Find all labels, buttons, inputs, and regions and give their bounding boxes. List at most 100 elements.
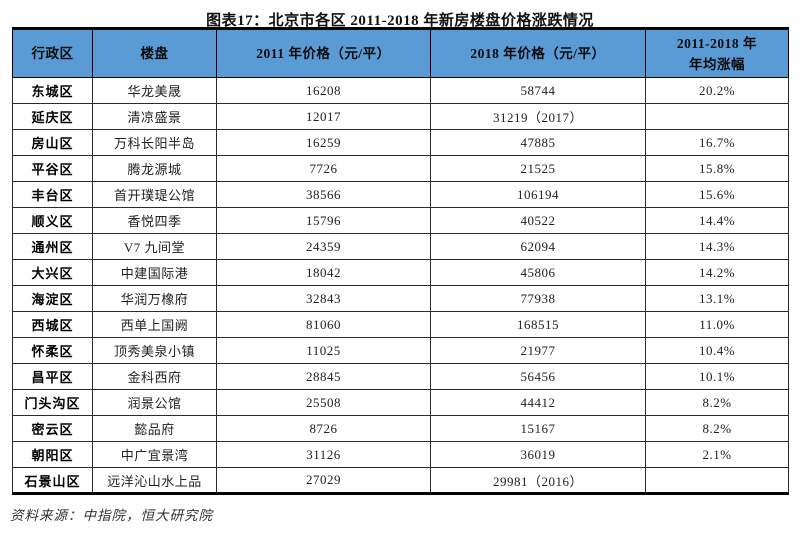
cell-growth: 14.4% [645, 207, 789, 234]
cell-growth [645, 467, 789, 494]
header-row: 行政区 楼盘 2011 年价格（元/平） 2018 年价格（元/平） 2011-… [12, 28, 789, 78]
cell-district: 海淀区 [12, 285, 93, 312]
cell-district: 顺义区 [12, 207, 93, 234]
cell-price-2018: 40522 [430, 207, 646, 234]
cell-price-2018: 21977 [430, 337, 646, 364]
header-growth: 2011-2018 年 年均涨幅 [645, 28, 789, 78]
cell-district: 朝阳区 [12, 441, 93, 468]
table-header: 行政区 楼盘 2011 年价格（元/平） 2018 年价格（元/平） 2011-… [12, 28, 789, 78]
table-row: 延庆区 清凉盛景 12017 31219（2017） [12, 103, 789, 130]
cell-price-2011: 31126 [216, 441, 431, 468]
cell-price-2011: 24359 [216, 233, 431, 260]
cell-district: 通州区 [12, 233, 93, 260]
cell-project: 华润万橡府 [92, 285, 217, 312]
cell-project: 清凉盛景 [92, 103, 217, 130]
table-row: 东城区 华龙美晟 16208 58744 20.2% [12, 77, 789, 104]
cell-project: V7 九间堂 [92, 233, 217, 260]
cell-district: 房山区 [12, 129, 93, 156]
cell-growth: 10.4% [645, 337, 789, 364]
cell-growth: 10.1% [645, 363, 789, 390]
cell-project: 首开璞瑅公馆 [92, 181, 217, 208]
cell-district: 西城区 [12, 311, 93, 338]
cell-project: 香悦四季 [92, 207, 217, 234]
cell-growth: 2.1% [645, 441, 789, 468]
price-table: 行政区 楼盘 2011 年价格（元/平） 2018 年价格（元/平） 2011-… [12, 27, 789, 495]
cell-price-2011: 27029 [216, 467, 431, 494]
table-row: 朝阳区 中广宜景湾 31126 36019 2.1% [12, 441, 789, 468]
cell-growth: 14.2% [645, 259, 789, 286]
cell-district: 昌平区 [12, 363, 93, 390]
cell-growth: 16.7% [645, 129, 789, 156]
cell-price-2018: 29981（2016） [430, 467, 646, 494]
cell-growth: 15.8% [645, 155, 789, 182]
cell-growth: 11.0% [645, 311, 789, 338]
cell-price-2011: 7726 [216, 155, 431, 182]
cell-price-2018: 47885 [430, 129, 646, 156]
cell-district: 怀柔区 [12, 337, 93, 364]
cell-price-2011: 32843 [216, 285, 431, 312]
cell-price-2011: 8726 [216, 415, 431, 442]
table-row: 通州区 V7 九间堂 24359 62094 14.3% [12, 233, 789, 260]
cell-growth: 15.6% [645, 181, 789, 208]
cell-project: 西单上国阙 [92, 311, 217, 338]
cell-district: 东城区 [12, 77, 93, 104]
cell-price-2011: 25508 [216, 389, 431, 416]
cell-district: 密云区 [12, 415, 93, 442]
cell-price-2011: 18042 [216, 259, 431, 286]
cell-district: 平谷区 [12, 155, 93, 182]
header-price-2018: 2018 年价格（元/平） [430, 28, 646, 78]
cell-price-2018: 45806 [430, 259, 646, 286]
cell-district: 延庆区 [12, 103, 93, 130]
cell-price-2018: 77938 [430, 285, 646, 312]
cell-growth [645, 103, 789, 130]
cell-project: 腾龙源城 [92, 155, 217, 182]
header-district: 行政区 [12, 28, 93, 78]
cell-price-2018: 21525 [430, 155, 646, 182]
header-growth-line2: 年均涨幅 [689, 56, 745, 72]
cell-price-2011: 15796 [216, 207, 431, 234]
cell-project: 顶秀美泉小镇 [92, 337, 217, 364]
cell-project: 中建国际港 [92, 259, 217, 286]
cell-price-2011: 38566 [216, 181, 431, 208]
cell-price-2018: 106194 [430, 181, 646, 208]
header-project: 楼盘 [92, 28, 217, 78]
cell-growth: 8.2% [645, 415, 789, 442]
cell-price-2011: 28845 [216, 363, 431, 390]
cell-price-2011: 12017 [216, 103, 431, 130]
cell-price-2018: 56456 [430, 363, 646, 390]
cell-district: 丰台区 [12, 181, 93, 208]
cell-growth: 14.3% [645, 233, 789, 260]
table-row: 海淀区 华润万橡府 32843 77938 13.1% [12, 285, 789, 312]
cell-price-2018: 36019 [430, 441, 646, 468]
cell-district: 门头沟区 [12, 389, 93, 416]
header-growth-line1: 2011-2018 年 [676, 35, 758, 51]
cell-project: 懿品府 [92, 415, 217, 442]
cell-growth: 20.2% [645, 77, 789, 104]
cell-project: 中广宜景湾 [92, 441, 217, 468]
table-row: 房山区 万科长阳半岛 16259 47885 16.7% [12, 129, 789, 156]
table-row: 平谷区 腾龙源城 7726 21525 15.8% [12, 155, 789, 182]
table-row: 西城区 西单上国阙 81060 168515 11.0% [12, 311, 789, 338]
cell-price-2011: 16259 [216, 129, 431, 156]
cell-price-2018: 58744 [430, 77, 646, 104]
cell-growth: 8.2% [645, 389, 789, 416]
cell-district: 大兴区 [12, 259, 93, 286]
header-price-2011: 2011 年价格（元/平） [216, 28, 431, 78]
cell-growth: 13.1% [645, 285, 789, 312]
table-row: 怀柔区 顶秀美泉小镇 11025 21977 10.4% [12, 337, 789, 364]
cell-project: 金科西府 [92, 363, 217, 390]
cell-price-2011: 11025 [216, 337, 431, 364]
chart-title: 图表17：北京市各区 2011-2018 年新房楼盘价格涨跌情况 [206, 13, 594, 29]
cell-project: 远洋沁山水上品 [92, 467, 217, 494]
cell-price-2011: 81060 [216, 311, 431, 338]
table-row: 昌平区 金科西府 28845 56456 10.1% [12, 363, 789, 390]
cell-price-2018: 168515 [430, 311, 646, 338]
table-row: 门头沟区 润景公馆 25508 44412 8.2% [12, 389, 789, 416]
cell-price-2018: 62094 [430, 233, 646, 260]
table-body: 东城区 华龙美晟 16208 58744 20.2% 延庆区 清凉盛景 12017 31219（… [12, 77, 789, 494]
cell-price-2018: 44412 [430, 389, 646, 416]
table-row: 丰台区 首开璞瑅公馆 38566 106194 15.6% [12, 181, 789, 208]
table-row: 密云区 懿品府 8726 15167 8.2% [12, 415, 789, 442]
cell-project: 润景公馆 [92, 389, 217, 416]
